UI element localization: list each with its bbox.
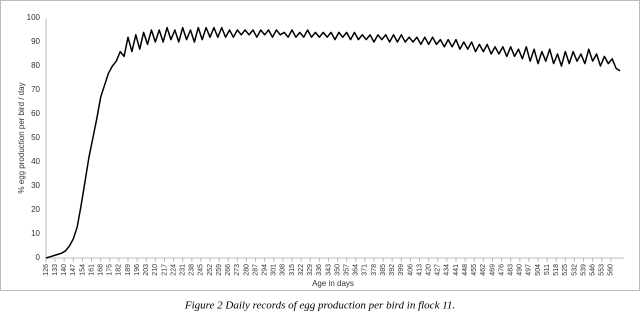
x-tick-label: 406	[407, 264, 414, 276]
y-tick-label: 20	[31, 205, 40, 214]
x-tick-label: 280	[243, 264, 250, 276]
x-tick-label: 196	[134, 264, 141, 276]
x-tick-label: 385	[380, 264, 387, 276]
x-tick-label: 420	[426, 264, 433, 276]
caption: Figure 2 Daily records of egg production…	[184, 300, 455, 312]
x-tick-label: 189	[125, 264, 132, 276]
x-tick-label: 371	[362, 264, 369, 276]
y-tick-label: 90	[31, 37, 40, 46]
x-tick-label: 399	[398, 264, 405, 276]
data-line	[45, 26, 621, 259]
y-tick-label: 30	[31, 181, 40, 190]
x-tick-label: 126	[43, 264, 50, 276]
x-tick-label: 315	[289, 264, 296, 276]
y-tick-label: 40	[31, 157, 40, 166]
x-tick-label: 133	[52, 264, 59, 276]
x-tick-label: 224	[170, 264, 177, 276]
x-tick-label: 336	[316, 264, 323, 276]
x-tick-label: 294	[262, 264, 269, 276]
x-tick-label: 525	[562, 264, 569, 276]
x-tick-label: 308	[280, 264, 287, 276]
x-tick-label: 476	[498, 264, 505, 276]
x-tick-label: 259	[216, 264, 223, 276]
x-tick-label: 252	[207, 264, 214, 276]
x-tick-label: 322	[298, 264, 305, 276]
x-tick-label: 147	[70, 264, 77, 276]
x-tick-label: 175	[107, 264, 114, 276]
y-tick-label: 0	[36, 253, 41, 262]
x-tick-label: 203	[143, 264, 150, 276]
x-tick-label: 350	[334, 264, 341, 276]
x-tick-label: 511	[544, 264, 551, 275]
x-tick-label: 378	[371, 264, 378, 276]
x-tick-label: 266	[225, 264, 232, 276]
x-tick-label: 364	[353, 264, 360, 276]
x-tick-label: 532	[571, 264, 578, 276]
x-tick-label: 553	[599, 264, 606, 276]
x-tick-label: 329	[307, 264, 314, 276]
chart-border	[0, 0, 640, 291]
x-tick-label: 238	[189, 264, 196, 276]
x-tick-label: 245	[198, 264, 205, 276]
y-tick-label: 100	[27, 13, 41, 22]
x-tick-label: 140	[61, 264, 68, 276]
x-tick-label: 546	[590, 264, 597, 276]
y-tick-label: 70	[31, 85, 40, 94]
y-tick-label: 80	[31, 61, 40, 70]
x-tick-label: 161	[88, 264, 95, 276]
x-tick-label: 490	[517, 264, 524, 276]
y-tick-label: 10	[31, 229, 40, 238]
x-tick-label: 455	[471, 264, 478, 276]
x-tick-label: 210	[152, 264, 159, 276]
x-tick-label: 392	[389, 264, 396, 276]
x-tick-label: 560	[608, 264, 615, 276]
x-tick-label: 518	[553, 264, 560, 276]
x-tick-label: 273	[234, 264, 241, 276]
x-tick-label: 434	[444, 264, 451, 276]
x-tick-label: 217	[161, 264, 168, 276]
x-tick-label: 483	[508, 264, 515, 276]
x-tick-label: 469	[489, 264, 496, 276]
x-tick-label: 448	[462, 264, 469, 276]
x-tick-label: 182	[116, 264, 123, 276]
x-axis-label: Age in days	[312, 279, 354, 288]
x-tick-label: 497	[526, 264, 533, 276]
x-tick-label: 343	[325, 264, 332, 276]
y-tick-label: 60	[31, 109, 40, 118]
y-tick-label: 50	[31, 133, 40, 142]
x-tick-label: 462	[480, 264, 487, 276]
y-axis-label: % egg production per bird / day	[17, 82, 26, 193]
x-tick-label: 357	[344, 264, 351, 276]
x-tick-label: 301	[271, 264, 278, 276]
x-tick-label: 427	[435, 264, 442, 276]
x-tick-label: 504	[535, 264, 542, 276]
x-tick-label: 441	[453, 264, 460, 276]
x-tick-label: 231	[180, 264, 187, 276]
x-tick-label: 413	[416, 264, 423, 276]
x-tick-label: 287	[252, 264, 259, 276]
x-tick-label: 154	[79, 264, 86, 276]
x-tick-label: 539	[580, 264, 587, 276]
x-tick-label: 168	[98, 264, 105, 276]
